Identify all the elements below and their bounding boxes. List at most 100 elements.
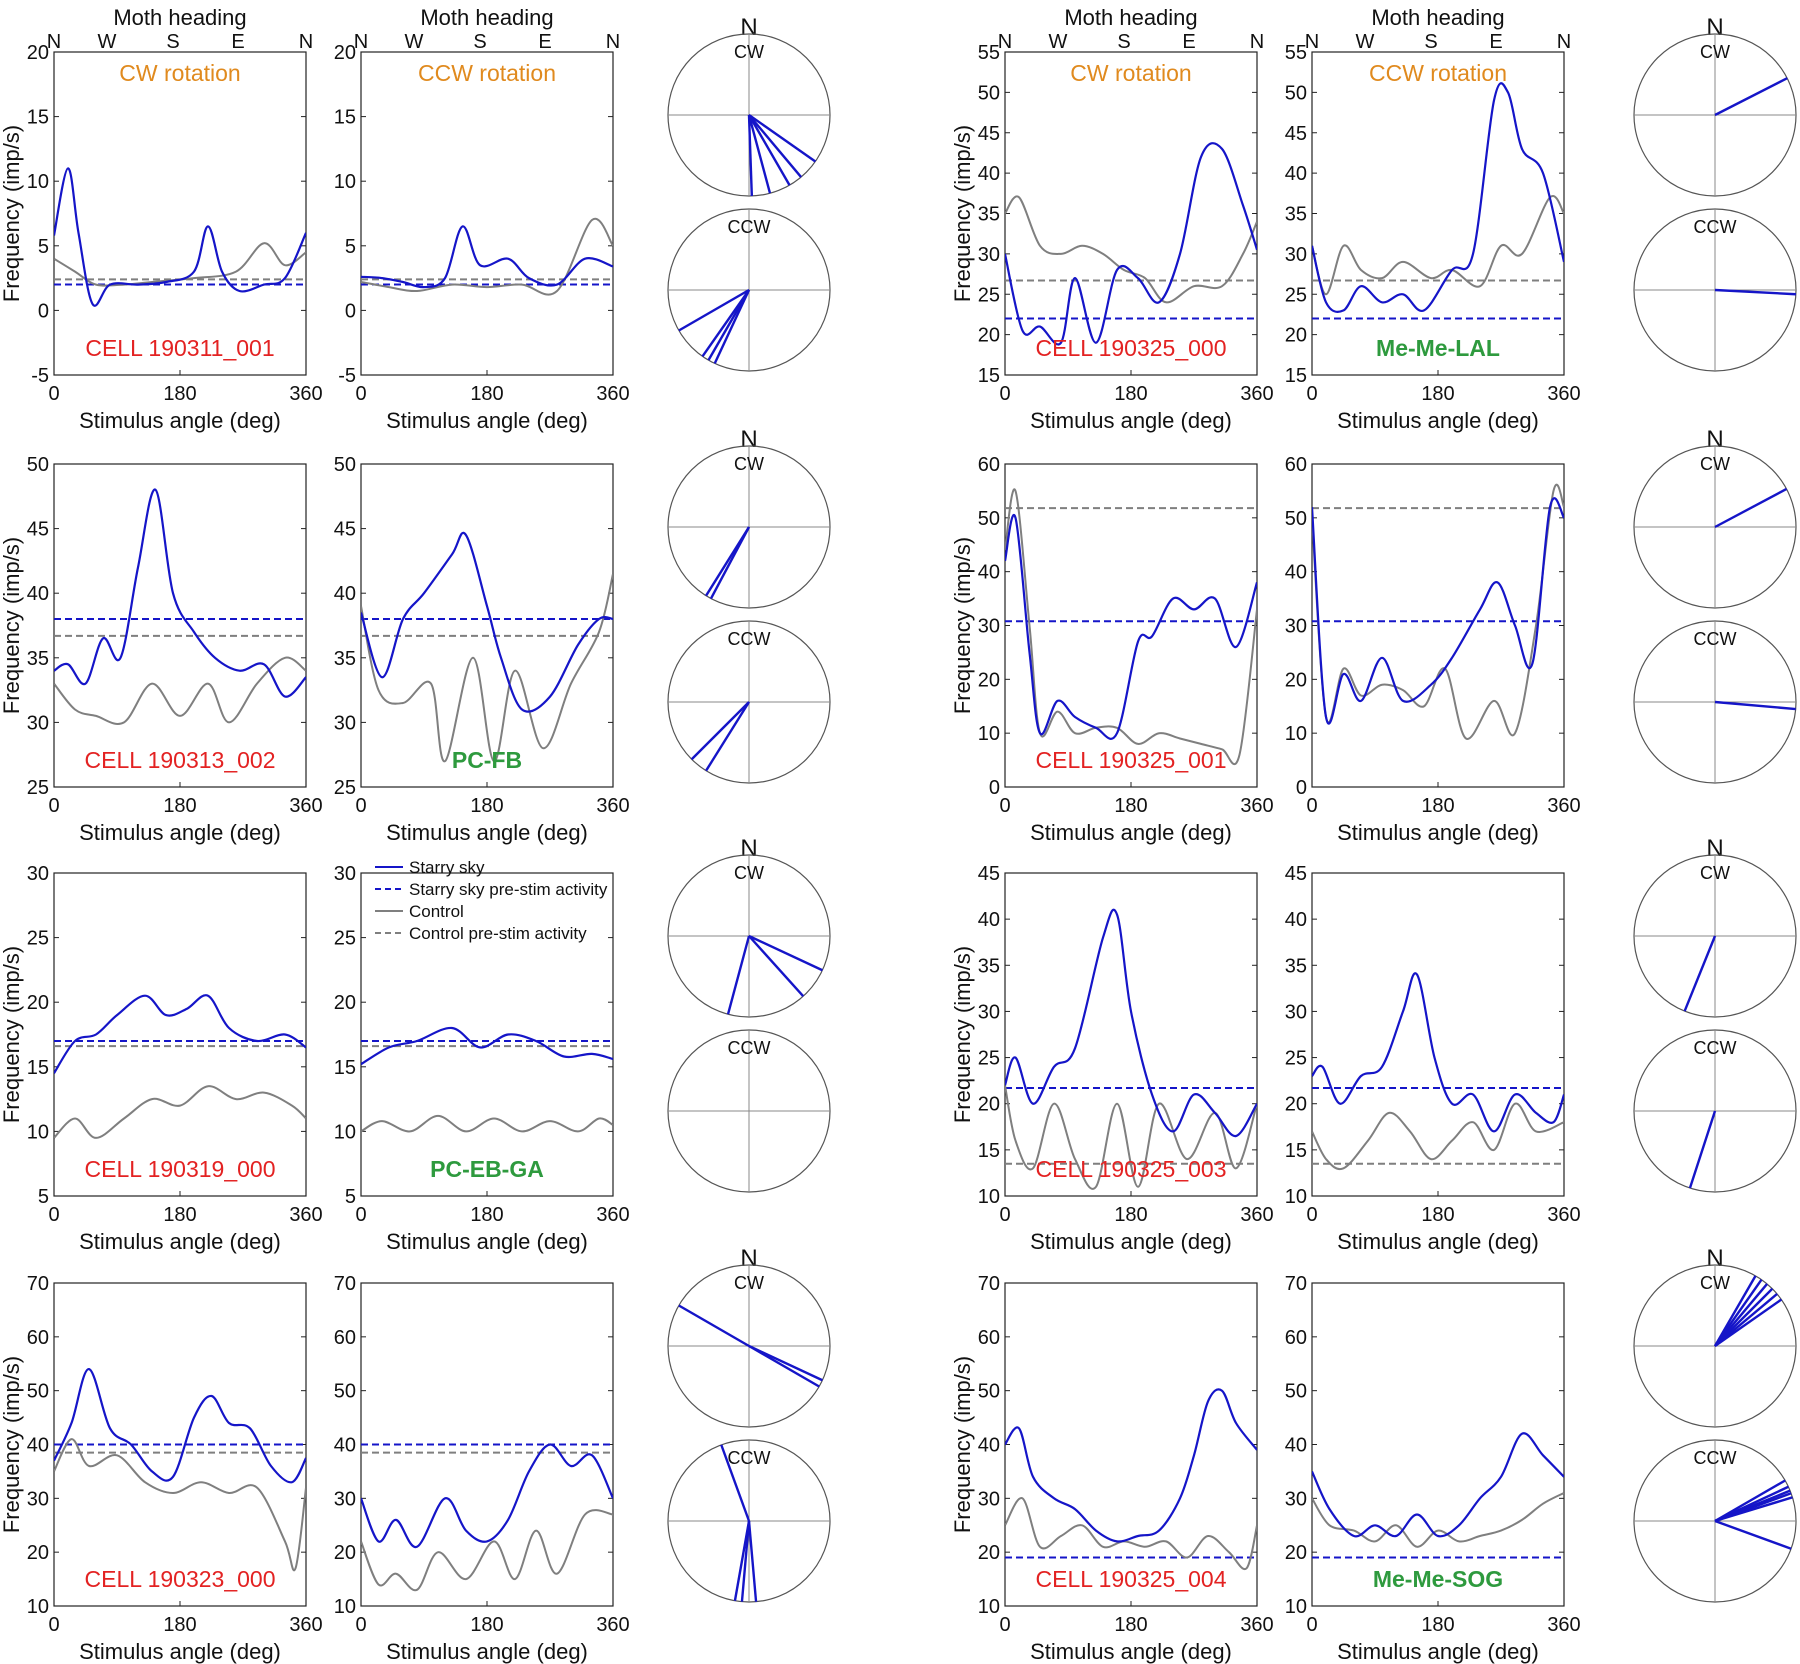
moth-heading-label: Moth heading bbox=[1371, 5, 1504, 30]
y-tick-label: 10 bbox=[27, 1596, 49, 1618]
polar-label: CCW bbox=[728, 1038, 771, 1058]
y-tick-label: 20 bbox=[978, 1542, 1000, 1564]
polar-label: CW bbox=[1700, 863, 1730, 883]
polar-vector bbox=[709, 526, 751, 600]
heading-tick-label: N bbox=[1250, 31, 1264, 53]
cell-label: CELL 190325_000 bbox=[1036, 335, 1227, 361]
x-tick-label: 180 bbox=[1421, 1614, 1454, 1636]
y-tick-label: 55 bbox=[978, 42, 1000, 64]
rotation-label: CCW rotation bbox=[418, 60, 556, 86]
heading-tick-label: W bbox=[405, 31, 424, 53]
y-tick-label: 30 bbox=[978, 1001, 1000, 1023]
y-tick-label: 40 bbox=[978, 163, 1000, 185]
heading-tick-label: S bbox=[473, 31, 486, 53]
x-tick-label: 0 bbox=[355, 1614, 366, 1636]
y-tick-label: 35 bbox=[978, 204, 1000, 226]
starry-curve bbox=[54, 1367, 306, 1484]
y-tick-label: 20 bbox=[27, 1542, 49, 1564]
x-axis-label: Stimulus angle (deg) bbox=[386, 1229, 588, 1254]
y-tick-label: 70 bbox=[334, 1273, 356, 1295]
y-tick-label: 15 bbox=[978, 1140, 1000, 1162]
y-tick-label: 30 bbox=[978, 616, 1000, 638]
plot-frame bbox=[53, 51, 307, 376]
polar-vector bbox=[747, 114, 754, 196]
heading-tick-label: S bbox=[1117, 31, 1130, 53]
y-tick-label: 35 bbox=[1285, 955, 1307, 977]
y-tick-label: 50 bbox=[978, 508, 1000, 530]
y-tick-label: 60 bbox=[1285, 454, 1307, 476]
plot-area bbox=[1005, 908, 1257, 1190]
x-tick-label: 0 bbox=[48, 383, 59, 405]
polar-label: CCW bbox=[1694, 1448, 1737, 1468]
starry-curve bbox=[361, 1443, 613, 1548]
polar-vector bbox=[690, 701, 750, 761]
x-tick-label: 180 bbox=[470, 1614, 503, 1636]
starry-curve bbox=[1312, 972, 1564, 1133]
polar-vector bbox=[748, 1344, 823, 1382]
heading-tick-label: N bbox=[1305, 31, 1319, 53]
control-curve bbox=[1312, 1492, 1564, 1548]
x-tick-label: 180 bbox=[163, 795, 196, 817]
y-tick-label: 15 bbox=[334, 1057, 356, 1079]
y-tick-label: 30 bbox=[27, 1488, 49, 1510]
y-tick-label: 50 bbox=[334, 454, 356, 476]
x-tick-label: 360 bbox=[289, 383, 322, 405]
y-tick-label: 40 bbox=[978, 562, 1000, 584]
x-tick-label: 0 bbox=[999, 1204, 1010, 1226]
plot-frame bbox=[360, 51, 614, 376]
y-tick-label: 10 bbox=[27, 171, 49, 193]
starry-curve bbox=[361, 531, 613, 713]
x-tick-label: 180 bbox=[1114, 383, 1147, 405]
y-tick-label: 10 bbox=[978, 1596, 1000, 1618]
starry-curve bbox=[1005, 908, 1257, 1138]
control-curve bbox=[1005, 195, 1257, 304]
heading-tick-label: N bbox=[606, 31, 620, 53]
cell-label: CELL 190311_001 bbox=[85, 335, 274, 361]
polar-vector bbox=[1714, 1496, 1793, 1523]
x-axis-label: Stimulus angle (deg) bbox=[79, 408, 281, 433]
starry-curve bbox=[1312, 1432, 1564, 1538]
x-axis-label: Stimulus angle (deg) bbox=[1337, 1229, 1539, 1254]
x-axis-label: Stimulus angle (deg) bbox=[1030, 1639, 1232, 1664]
polar-label: CW bbox=[1700, 42, 1730, 62]
polar-vector bbox=[726, 935, 751, 1015]
polar-vector bbox=[1714, 1298, 1783, 1347]
polar-label: CW bbox=[734, 42, 764, 62]
cell-label: CELL 190313_002 bbox=[85, 747, 276, 773]
x-axis-label: Stimulus angle (deg) bbox=[79, 1639, 281, 1664]
plot-area bbox=[54, 167, 306, 307]
polar-vector bbox=[733, 1520, 751, 1601]
x-tick-label: 180 bbox=[1114, 1614, 1147, 1636]
control-curve bbox=[54, 656, 306, 725]
control-curve bbox=[54, 1438, 306, 1572]
y-tick-label: 40 bbox=[27, 583, 49, 605]
x-axis-label: Stimulus angle (deg) bbox=[1337, 408, 1539, 433]
y-tick-label: 10 bbox=[27, 1121, 49, 1143]
x-tick-label: 0 bbox=[1306, 1204, 1317, 1226]
polar-vector bbox=[748, 114, 817, 163]
y-tick-label: 50 bbox=[27, 454, 49, 476]
plot-area bbox=[361, 217, 613, 296]
x-tick-label: 360 bbox=[1240, 383, 1273, 405]
y-axis-label: Frequency (imp/s) bbox=[0, 1356, 24, 1533]
y-tick-label: 25 bbox=[27, 928, 49, 950]
y-axis-label: Frequency (imp/s) bbox=[0, 125, 24, 302]
moth-heading-label: Moth heading bbox=[113, 5, 246, 30]
cell-label: CELL 190325_004 bbox=[1036, 1566, 1227, 1592]
cell-label: CELL 190319_000 bbox=[85, 1156, 276, 1182]
y-tick-label: 25 bbox=[334, 777, 356, 799]
y-tick-label: 20 bbox=[1285, 1542, 1307, 1564]
y-tick-label: 40 bbox=[1285, 163, 1307, 185]
y-tick-label: 10 bbox=[978, 1186, 1000, 1208]
plot-area bbox=[1312, 82, 1564, 320]
y-tick-label: 30 bbox=[1285, 616, 1307, 638]
y-tick-label: 20 bbox=[1285, 1094, 1307, 1116]
y-tick-label: 15 bbox=[978, 365, 1000, 387]
x-tick-label: 180 bbox=[163, 1614, 196, 1636]
y-tick-label: 30 bbox=[27, 712, 49, 734]
polar-label: CW bbox=[734, 1273, 764, 1293]
y-tick-label: 30 bbox=[334, 1488, 356, 1510]
y-tick-label: 10 bbox=[1285, 1596, 1307, 1618]
x-tick-label: 360 bbox=[1240, 1614, 1273, 1636]
control-curve bbox=[1312, 194, 1564, 296]
